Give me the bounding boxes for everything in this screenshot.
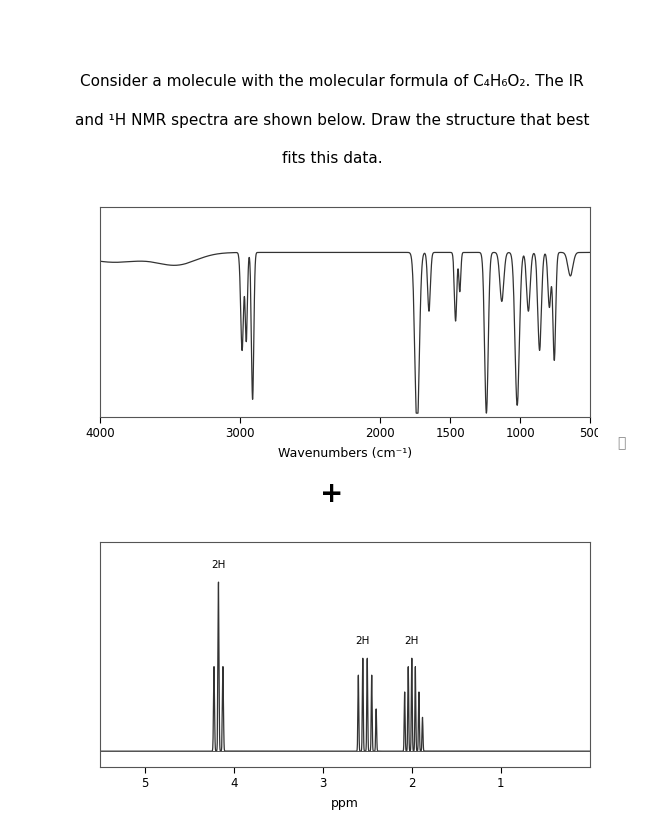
Text: ←: ←: [20, 18, 39, 38]
Text: +: +: [320, 480, 344, 508]
Text: fits this data.: fits this data.: [282, 151, 382, 166]
FancyBboxPatch shape: [595, 423, 648, 463]
Text: ⌕: ⌕: [617, 436, 625, 450]
X-axis label: ppm: ppm: [331, 797, 359, 811]
Text: Work Screen: Work Screen: [60, 18, 209, 38]
Text: and ¹H NMR spectra are shown below. Draw the structure that best: and ¹H NMR spectra are shown below. Draw…: [75, 113, 589, 128]
Text: 2H: 2H: [211, 560, 226, 570]
Text: 2H: 2H: [356, 636, 370, 646]
Text: 2H: 2H: [404, 636, 419, 646]
X-axis label: Wavenumbers (cm⁻¹): Wavenumbers (cm⁻¹): [278, 448, 412, 460]
Text: Consider a molecule with the molecular formula of C₄H₆O₂. The IR: Consider a molecule with the molecular f…: [80, 74, 584, 89]
